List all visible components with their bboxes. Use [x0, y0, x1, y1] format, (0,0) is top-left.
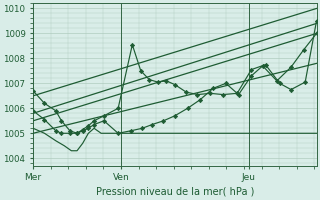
- X-axis label: Pression niveau de la mer( hPa ): Pression niveau de la mer( hPa ): [96, 187, 254, 197]
